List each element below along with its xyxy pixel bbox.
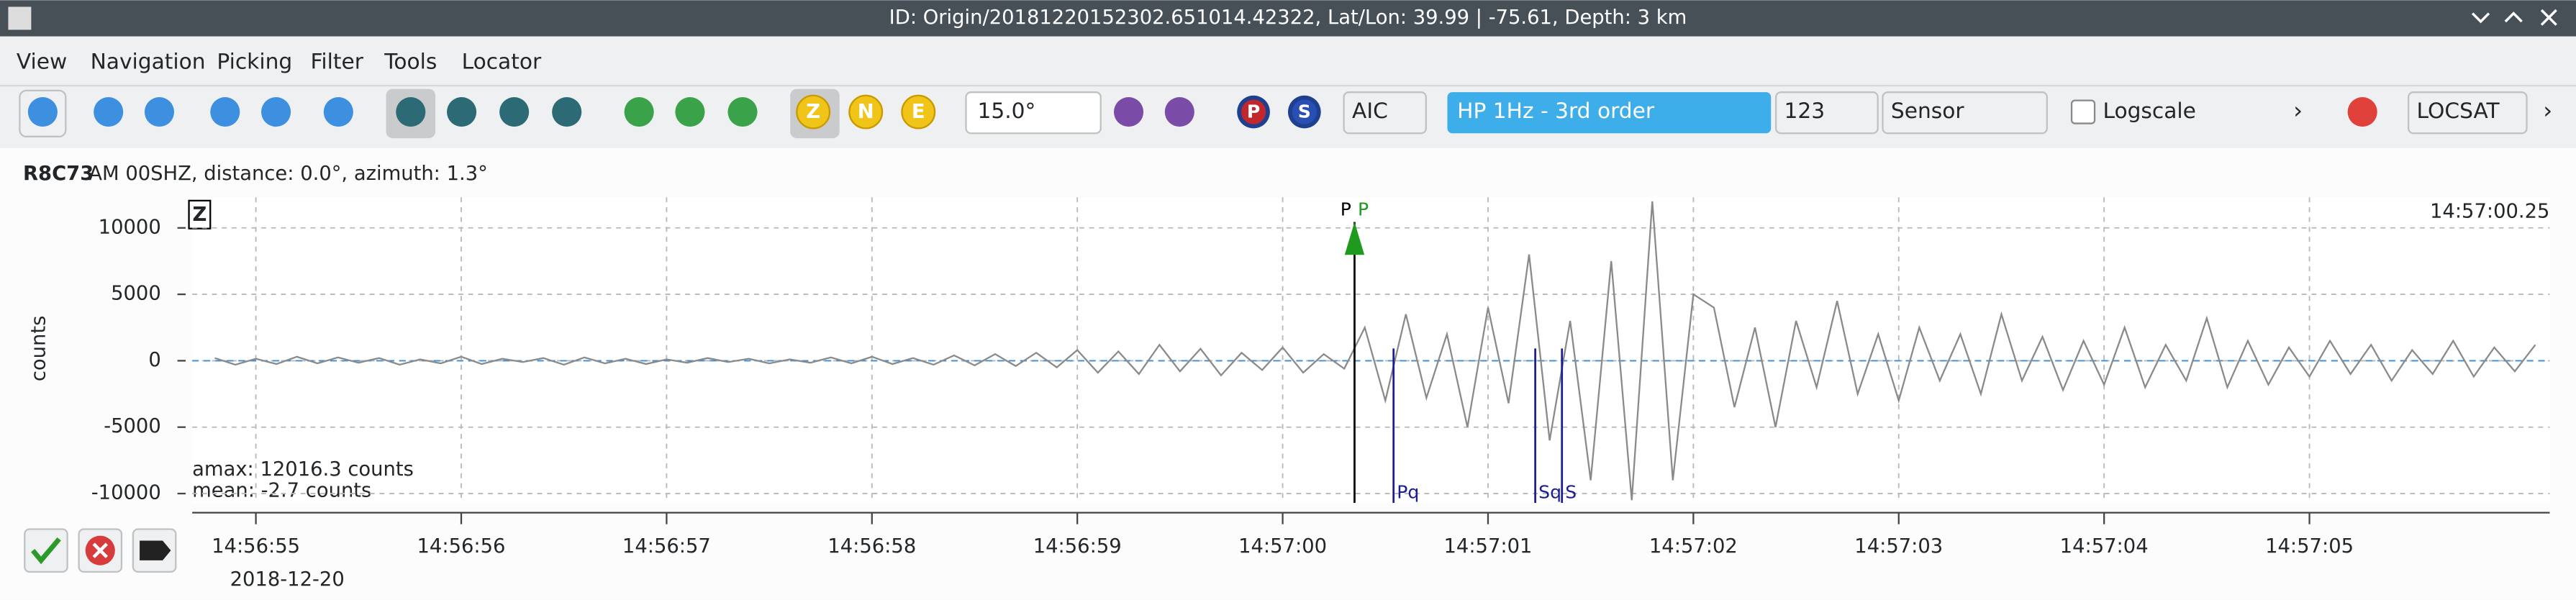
overflow-arrow[interactable]: › [2293,97,2303,124]
tool-icon [94,97,124,127]
component-button-label: E [912,101,925,123]
combo-box[interactable] [2407,91,2528,135]
date-label: 2018-12-20 [230,568,345,591]
y-tick-label: -5000 [104,415,161,437]
tool-icon [1164,97,1194,127]
tool-icon [2347,97,2377,127]
combo-text: Sensor [1891,98,1965,123]
combo-text: HP 1Hz - 3rd order [1457,98,1655,123]
spin-value: 15.0° [977,98,1035,123]
component-label: Z [192,204,207,226]
menu-item[interactable]: Navigation [91,49,206,74]
menu-item[interactable]: Picking [217,49,292,74]
menu-item[interactable]: View [17,49,67,74]
combo-box[interactable] [1774,91,1879,135]
combo-box[interactable] [1343,91,1427,135]
x-tick-label: 14:56:58 [827,535,916,558]
component-button[interactable] [848,94,884,129]
tool-icon [552,97,582,127]
toolbar: › › [0,84,2576,139]
pick-label: Sq [1538,481,1561,502]
pick-button-inner [1292,99,1317,124]
pick-button-inner [1241,99,1266,124]
x-tick-label: 14:57:00 [1238,535,1327,558]
component-button-label: Z [806,101,820,123]
pick-label: Pq [1397,481,1419,502]
x-tick-label: 14:57:01 [1443,535,1532,558]
spin-box[interactable] [965,91,1102,135]
y-tick-label: -10000 [91,482,161,504]
tool-icon [210,97,240,127]
x-tick-label: 14:56:55 [212,535,300,558]
window-title: ID: Origin/20181220152302.651014.42322, … [889,6,1687,29]
time-label: 14:57:00.25 [2430,200,2549,222]
tool-icon [499,97,530,127]
tool-icon [447,97,477,127]
checkbox-label: Logscale [2103,98,2195,123]
tool-icon [27,97,58,127]
x-tick-label: 14:57:05 [2265,535,2354,558]
x-tick-label: 14:57:02 [1649,535,1738,558]
pick-label: P [1341,199,1351,220]
y-tick-label: 5000 [111,283,161,305]
x-tick-label: 14:57:04 [2060,535,2149,558]
y-axis-label: counts [27,316,50,382]
tool-icon [261,97,291,127]
y-tick-label: 0 [148,349,160,371]
waveform [214,201,2536,501]
component-button[interactable] [796,94,831,129]
tool-icon [323,97,353,127]
combo-text: LOCSAT [2417,98,2500,123]
menu-item[interactable]: Tools [384,49,437,74]
menu-item[interactable]: Filter [311,49,364,74]
window-controls[interactable] [2471,9,2557,26]
component-button-label: N [858,101,874,123]
x-tick-label: 14:56:56 [417,535,506,558]
trace-info: AM 00SHZ, distance: 0.0°, azimuth: 1.3° [89,163,488,185]
pick-button-label: S [1298,101,1311,122]
pick-label: S [1565,481,1577,502]
station-code: R8C73 [23,163,94,185]
reject-icon-cross [92,542,109,558]
combo-box[interactable] [1882,91,2048,135]
component-box [188,199,212,229]
close-icon [140,540,171,560]
accept-icon [31,537,61,565]
component-button[interactable] [901,94,936,129]
combo-box[interactable] [1447,92,1772,134]
x-tick-label: 14:57:03 [1854,535,1943,558]
overflow-arrow[interactable]: › [2543,97,2552,124]
tool-icon [624,97,654,127]
y-tick-label: 10000 [99,216,161,238]
accept-button[interactable] [24,528,68,573]
menu-item[interactable]: Locator [462,49,542,74]
tool-icon [144,97,175,127]
tool-icon [396,97,426,127]
app-icon [8,6,32,30]
x-tick-label: 14:56:59 [1033,535,1122,558]
combo-text: 123 [1784,98,1826,123]
theoretical-arrow [1344,222,1365,255]
tool-icon [1113,97,1144,127]
x-tick-label: 14:56:57 [622,535,711,558]
checkbox[interactable] [2070,99,2096,124]
theoretical-label: P [1358,199,1369,220]
pick-button-label: P [1247,101,1260,122]
title-bar [0,0,2576,37]
tool-icon [675,97,705,127]
tool-icon [727,97,758,127]
stat-label: mean: -2.7 counts [192,479,371,501]
stat-label: amax: 12016.3 counts [192,458,414,481]
combo-text: AIC [1352,98,1388,123]
